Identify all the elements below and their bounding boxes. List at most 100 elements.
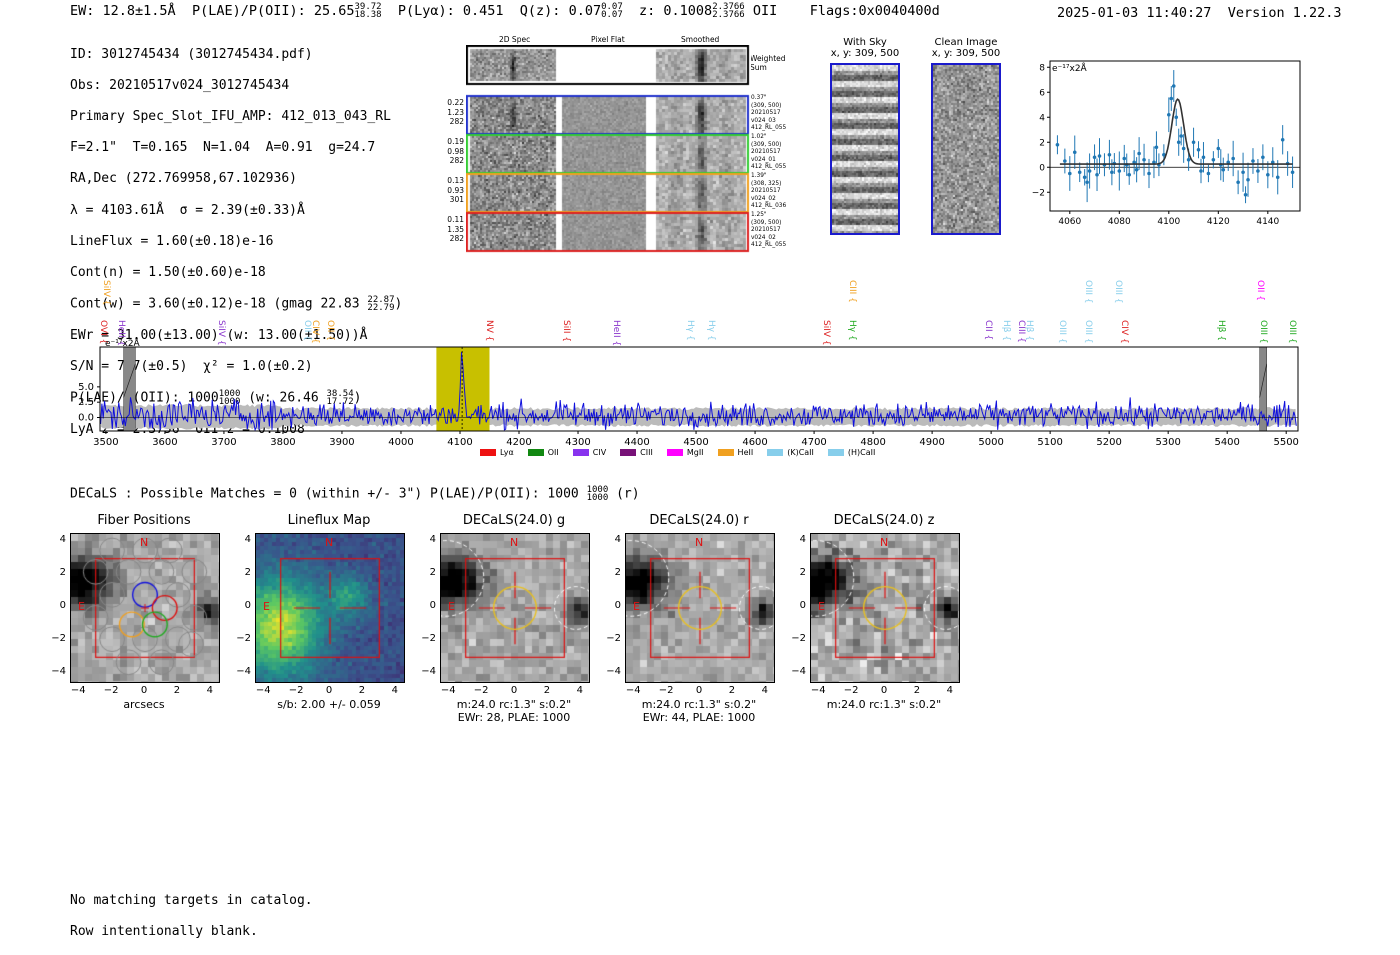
spectra-cutouts: 2D Spec Pixel Flat Smoothed Weighted Sum… [447, 30, 806, 255]
zoom-data-point [1087, 169, 1092, 173]
zoom-ytick-label: −2 [1032, 188, 1045, 198]
zoom-data-point [1241, 170, 1245, 175]
clean-image [931, 63, 1001, 235]
spectrum-xtick-label: 4600 [742, 437, 767, 448]
panel-ytick-label: 0 [59, 600, 66, 611]
legend-swatch [527, 449, 544, 456]
panel-ytick-label: −4 [421, 665, 436, 677]
with-sky-title: With Sky x, y: 309, 500 [830, 37, 900, 59]
zoom-data-point [1107, 152, 1112, 157]
col-title-pixelflat: Pixel Flat [591, 35, 625, 44]
panel-xtick-label: 0 [510, 685, 518, 696]
legend-entry: CIV [572, 448, 606, 457]
panel-xtick-label: 0 [880, 685, 888, 696]
zoom-data-point [1142, 157, 1146, 162]
header-version: Version 1.22.3 [1227, 5, 1342, 21]
header-timestamp: 2025-01-03 11:40:27 [1057, 5, 1212, 21]
panel-title: Lineflux Map [287, 513, 371, 528]
panel-ytick-label: −4 [51, 665, 66, 677]
panel-ytick-label: −4 [791, 665, 806, 677]
panel-caption: arcsecs [123, 698, 165, 711]
zoom-ytick-label: 8 [1039, 63, 1045, 73]
header-qz: Q(z): 0.07 [519, 3, 602, 19]
east-label: E [633, 600, 640, 613]
panel-ytick-label: 4 [59, 534, 66, 546]
panel-image-g [440, 533, 590, 683]
panel-xtick-label: −2 [658, 685, 674, 696]
panel-ytick-label: −2 [236, 632, 251, 644]
spectrum-xtick-label: 4100 [447, 437, 472, 448]
panel-ytick-label: −2 [51, 632, 66, 644]
spectrum-xtick-label: 5300 [1155, 437, 1180, 448]
panel-caption: s/b: 2.00 +/- 0.059 [277, 698, 381, 711]
legend-entry: (H)CaII [827, 448, 875, 457]
panel-xtick-label: 4 [761, 685, 768, 696]
header-summary: EW: 12.8±1.5Å P(LAE)/P(OII): 25.65 39.72 1… [70, 2, 940, 20]
panel-title: DECaLS(24.0) z [833, 513, 935, 528]
panel-image-fiber [70, 533, 220, 683]
spectrum-unit-label: e⁻¹⁷x2Å [105, 337, 141, 349]
emission-line-label: CIII { [847, 280, 858, 303]
zoom-data-point [1221, 167, 1226, 172]
header-flags: Flags:0x0040400d [809, 3, 940, 19]
legend-swatch [480, 449, 496, 456]
east-label: E [818, 600, 825, 613]
header-timestamp-block: 2025-01-03 11:40:27 Version 1.22.3 [1057, 5, 1342, 21]
header-ew: EW: 12.8±1.5Å [70, 3, 176, 19]
panel-xtick-label: 0 [325, 685, 333, 696]
zoom-data-point [1137, 151, 1141, 156]
cutout-row-stats: 0.11 1.35 282 [447, 215, 464, 243]
with-sky-image [830, 63, 900, 235]
panel-ytick-label: −2 [421, 632, 436, 644]
panel-ytick-label: 4 [799, 534, 806, 546]
spectrum-ytick-label: 2.5 [78, 397, 94, 408]
north-label: N [325, 536, 334, 549]
panel-xtick-label: −4 [810, 685, 826, 696]
panel-xtick-label: 2 [173, 685, 181, 696]
zoom-data-point [1211, 157, 1216, 162]
legend-label: (K)CaII [787, 448, 814, 457]
north-label: N [880, 536, 889, 549]
panel-ytick-label: 2 [614, 567, 621, 579]
info-primary: Primary Spec_Slot_IFU_AMP: 412_013_043_R… [70, 108, 391, 124]
zoom-data-point [1082, 175, 1087, 180]
zoom-gaussian-fit [1059, 98, 1293, 165]
spectrum-legend: Lyα OII CIV CIII MgII HeII (K)CaII (H)CaII [480, 448, 875, 457]
zoom-unit-label: e⁻¹⁷x2Å [1052, 62, 1088, 74]
masked-region-band [123, 346, 136, 432]
spectrum-xtick-label: 4200 [506, 437, 531, 448]
zoom-data-point [1243, 192, 1248, 197]
panel-caption-secondary: EWr: 28, PLAE: 1000 [457, 711, 571, 724]
emission-line-label: OII { [1254, 280, 1265, 301]
east-label: E [78, 600, 85, 613]
spectrum-xtick-label: 5000 [978, 437, 1003, 448]
info-fibers: F=2.1" T=0.165 N=1.04 A=0.91 g=24.7 [70, 140, 376, 156]
panel-xtick-label: −2 [288, 685, 304, 696]
panel-ytick-label: −2 [606, 632, 621, 644]
info-lineflux: LineFlux = 1.60(±0.18)e-16 [70, 233, 274, 249]
clean-image-title: Clean Image x, y: 309, 500 [931, 37, 1001, 59]
panel-xtick-label: −4 [70, 685, 86, 696]
legend-entry: (K)CaII [767, 448, 814, 457]
header-z-line: OII [752, 3, 778, 19]
panel-ytick-label: 2 [799, 567, 806, 579]
zoom-data-point [1186, 157, 1191, 162]
legend-swatch [620, 449, 637, 456]
panel-ytick-label: 2 [59, 567, 66, 579]
panel-ytick-label: −2 [791, 632, 806, 644]
zoom-data-point [1162, 152, 1166, 157]
zoom-data-point [1174, 115, 1179, 120]
info-obs: Obs: 20210517v024_3012745434 [70, 77, 290, 93]
detection-highlight-band [436, 347, 490, 431]
zoom-data-point [1280, 137, 1285, 142]
panel-xtick-label: 4 [391, 685, 398, 696]
col-title-2dspec: 2D Spec [499, 35, 531, 44]
zoom-xtick-label: 4100 [1157, 217, 1180, 227]
zoom-ytick-label: 6 [1039, 88, 1045, 98]
zoom-data-point [1132, 160, 1136, 165]
legend-label: CIII [640, 448, 653, 457]
spectrum-xtick-label: 3700 [211, 437, 236, 448]
zoom-data-point [1097, 154, 1102, 158]
zoom-ytick-label: 4 [1039, 113, 1045, 123]
spectrum-xtick-label: 5500 [1273, 437, 1298, 448]
